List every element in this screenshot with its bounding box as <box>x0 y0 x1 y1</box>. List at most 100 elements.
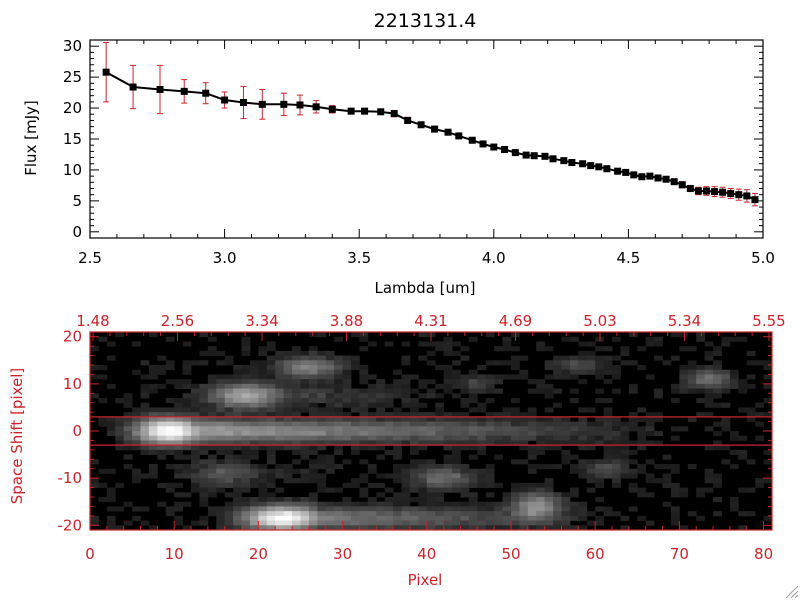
image-pixel <box>292 501 301 507</box>
image-pixel <box>426 487 436 493</box>
image-pixel <box>241 478 251 484</box>
image-pixel <box>308 355 318 361</box>
image-pixel <box>224 388 234 394</box>
image-pixel <box>342 416 352 422</box>
image-pixel <box>595 464 605 470</box>
image-pixel <box>460 515 470 521</box>
image-pixel <box>494 346 503 352</box>
image-pixel <box>157 416 167 422</box>
image-pixel <box>174 492 184 498</box>
image-pixel <box>460 506 470 512</box>
data-point <box>361 107 369 115</box>
image-pixel <box>292 355 301 361</box>
image-pixel <box>578 360 588 366</box>
image-pixel <box>595 473 605 479</box>
image-pixel <box>443 454 453 460</box>
image-pixel <box>191 449 200 455</box>
image-pixel <box>435 421 445 427</box>
image-pixel <box>359 525 369 531</box>
spatial-image <box>90 332 773 531</box>
image-pixel <box>612 464 621 470</box>
image-pixel <box>199 383 209 389</box>
image-pixel <box>443 346 453 352</box>
image-pixel <box>174 440 184 446</box>
image-pixel <box>224 473 234 479</box>
image-pixel <box>519 520 529 526</box>
image-pixel <box>485 426 495 432</box>
image-pixel <box>258 487 268 493</box>
image-pixel <box>645 416 655 422</box>
image-pixel <box>721 426 731 432</box>
image-pixel <box>494 412 503 418</box>
image-pixel <box>687 369 697 375</box>
image-pixel <box>384 440 394 446</box>
image-pixel <box>603 445 613 451</box>
image-pixel <box>376 454 386 460</box>
image-pixel <box>308 412 318 418</box>
image-pixel <box>317 421 327 427</box>
image-pixel <box>191 393 200 399</box>
image-pixel <box>696 487 706 493</box>
image-pixel <box>670 511 680 517</box>
image-pixel <box>401 464 411 470</box>
image-pixel <box>266 454 276 460</box>
image-pixel <box>620 449 630 455</box>
image-pixel <box>300 365 310 371</box>
image-pixel <box>687 388 697 394</box>
image-pixel <box>713 360 722 366</box>
image-pixel <box>418 478 428 484</box>
image-pixel <box>351 449 360 455</box>
image-pixel <box>569 525 579 531</box>
image-pixel <box>174 464 184 470</box>
image-pixel <box>384 449 394 455</box>
image-pixel <box>241 416 251 422</box>
image-pixel <box>510 407 520 413</box>
image-pixel <box>561 365 571 371</box>
image-pixel <box>510 511 520 517</box>
image-pixel <box>325 393 335 399</box>
image-pixel <box>578 445 588 451</box>
image-pixel <box>283 511 293 517</box>
image-pixel <box>266 369 276 375</box>
x-tick-label: 3.5 <box>347 249 371 267</box>
top-tick-label: 4.31 <box>414 312 447 330</box>
image-pixel <box>477 388 487 394</box>
image-pixel <box>418 511 428 517</box>
image-pixel <box>266 520 276 526</box>
image-pixel <box>696 379 706 385</box>
image-pixel <box>612 445 621 451</box>
image-pixel <box>376 482 386 488</box>
image-pixel <box>679 525 689 531</box>
image-pixel <box>670 355 680 361</box>
image-pixel <box>553 365 562 371</box>
resize-grip-icon[interactable] <box>785 585 799 599</box>
image-pixel <box>721 388 731 394</box>
image-pixel <box>376 393 386 399</box>
image-pixel <box>317 515 327 521</box>
image-pixel <box>645 440 655 446</box>
image-pixel <box>207 482 217 488</box>
image-pixel <box>351 421 360 427</box>
image-pixel <box>393 473 402 479</box>
image-pixel <box>266 393 276 399</box>
image-pixel <box>359 511 369 517</box>
image-pixel <box>275 506 285 512</box>
image-pixel <box>426 360 436 366</box>
image-pixel <box>527 492 537 498</box>
image-pixel <box>536 388 546 394</box>
image-pixel <box>435 440 445 446</box>
image-pixel <box>452 515 461 521</box>
image-pixel <box>325 365 335 371</box>
image-pixel <box>182 501 192 507</box>
image-pixel <box>426 511 436 517</box>
image-pixel <box>266 383 276 389</box>
image-pixel <box>359 379 369 385</box>
image-pixel <box>300 350 310 356</box>
image-pixel <box>325 459 335 465</box>
image-pixel <box>519 487 529 493</box>
image-pixel <box>595 346 605 352</box>
image-pixel <box>595 459 605 465</box>
image-pixel <box>174 506 184 512</box>
image-pixel <box>317 506 327 512</box>
image-pixel <box>384 487 394 493</box>
